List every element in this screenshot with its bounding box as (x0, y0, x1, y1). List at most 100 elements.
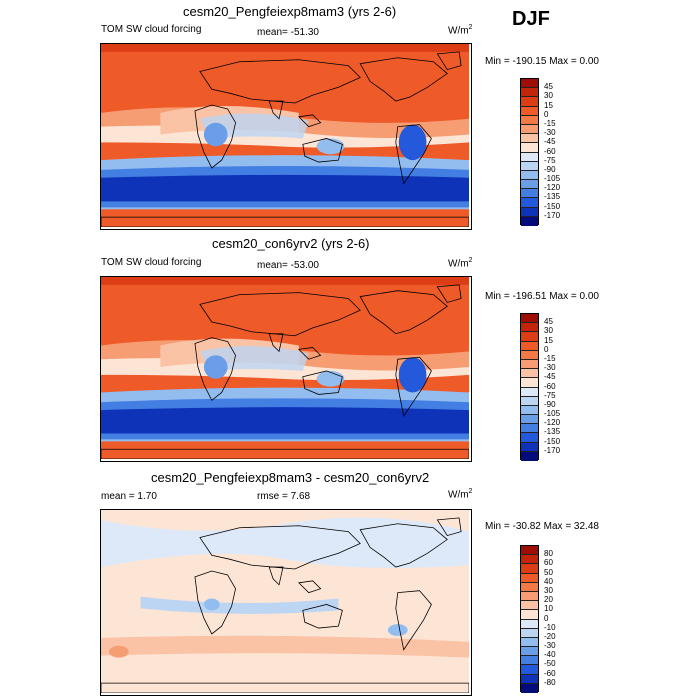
colorbar-tick-label: -60 (544, 381, 556, 391)
colorbar-swatch (521, 134, 538, 144)
colorbar-swatch (521, 582, 538, 592)
colorbar-swatch (521, 79, 538, 89)
colorbar-tick-label: 15 (544, 100, 553, 110)
colorbar-swatch (521, 683, 538, 693)
panel-1-title: cesm20_Pengfeiexp8mam3 (yrs 2-6) (183, 4, 397, 19)
colorbar-tick-label: -135 (544, 192, 561, 202)
colorbar-tick-label: -75 (544, 390, 556, 400)
colorbar-tick-label: -10 (544, 622, 556, 632)
colorbar-tick-label: 0 (544, 344, 549, 354)
colorbar-swatch (521, 555, 538, 565)
colorbar-tick-label: -135 (544, 427, 561, 437)
colorbar-tick-label: 20 (544, 595, 553, 605)
colorbar-tick-label: -105 (544, 409, 561, 419)
colorbar-swatch (521, 674, 538, 684)
colorbar-swatch (521, 405, 538, 416)
colorbar-swatch (521, 564, 538, 574)
colorbar-swatch (521, 451, 538, 461)
colorbar-swatch (521, 143, 538, 153)
colorbar-swatch (521, 387, 538, 397)
colorbar-swatch (521, 198, 538, 208)
colorbar-swatch (521, 369, 538, 379)
colorbar-tick-label: -75 (544, 155, 556, 165)
colorbar-tick-label: -60 (544, 668, 556, 678)
colorbar-tick-label: -170 (544, 445, 561, 455)
colorbar-swatch (521, 314, 538, 324)
colorbar-swatch (521, 97, 538, 107)
colorbar-swatch (521, 124, 538, 135)
colorbar-swatch (521, 637, 538, 648)
panel-2-colorbar (520, 313, 539, 461)
season-label: DJF (512, 8, 550, 30)
colorbar-tick-label: -30 (544, 363, 556, 373)
colorbar-swatch (521, 161, 538, 171)
colorbar-swatch (521, 207, 538, 217)
colorbar-tick-label: -20 (544, 631, 556, 641)
colorbar-tick-label: -150 (544, 201, 561, 211)
panel-3-map (100, 509, 472, 696)
colorbar-swatch (521, 359, 538, 370)
panel-2-title: cesm20_con6yrv2 (yrs 2-6) (212, 236, 370, 251)
panel-2-map (100, 276, 472, 462)
colorbar-swatch (521, 88, 538, 98)
panel-1-colorbar (520, 78, 539, 226)
colorbar-swatch (521, 350, 538, 360)
colorbar-swatch (521, 442, 538, 452)
colorbar-tick-label: -40 (544, 650, 556, 660)
colorbar-swatch (521, 216, 538, 226)
colorbar-tick-label: 40 (544, 576, 553, 586)
colorbar-swatch (521, 628, 538, 638)
colorbar-swatch (521, 189, 538, 199)
colorbar-tick-label: 10 (544, 604, 553, 614)
colorbar-tick-label: 0 (544, 613, 549, 623)
colorbar-tick-label: 30 (544, 326, 553, 336)
colorbar-swatch (521, 573, 538, 583)
panel-2-mean: mean= -53.00 (257, 260, 319, 271)
colorbar-swatch (521, 332, 538, 342)
colorbar-swatch (521, 619, 538, 629)
panel-1-mean: mean= -51.30 (257, 27, 319, 38)
colorbar-swatch (521, 378, 538, 388)
panel-3-colorbar (520, 545, 539, 693)
colorbar-swatch (521, 415, 538, 425)
colorbar-tick-label: 30 (544, 91, 553, 101)
colorbar-tick-label: -90 (544, 164, 556, 174)
colorbar-swatch (521, 106, 538, 116)
colorbar-tick-label: -150 (544, 436, 561, 446)
colorbar-tick-label: -15 (544, 353, 556, 363)
colorbar-tick-label: -30 (544, 641, 556, 651)
panel-3-rmse: rmse = 7.68 (257, 491, 311, 502)
colorbar-swatch (521, 656, 538, 666)
panel-2-units: W/m2 (448, 257, 473, 270)
panel-1-units: W/m2 (448, 24, 473, 37)
colorbar-swatch (521, 610, 538, 620)
panel-1-map (100, 43, 472, 230)
colorbar-swatch (521, 591, 538, 602)
colorbar-swatch (521, 180, 538, 190)
colorbar-tick-label: 0 (544, 109, 549, 119)
colorbar-swatch (521, 647, 538, 657)
colorbar-tick-label: 15 (544, 335, 553, 345)
colorbar-tick-label: -45 (544, 137, 556, 147)
colorbar-tick-label: 45 (544, 317, 553, 327)
panel-2-minmax: Min = -196.51 Max = 0.00 (485, 291, 599, 302)
colorbar-tick-label: -120 (544, 183, 561, 193)
colorbar-swatch (521, 115, 538, 125)
colorbar-tick-label: 50 (544, 567, 553, 577)
colorbar-tick-label: -105 (544, 174, 561, 184)
colorbar-swatch (521, 424, 538, 434)
colorbar-swatch (521, 323, 538, 333)
colorbar-swatch (521, 433, 538, 443)
colorbar-swatch (521, 665, 538, 675)
colorbar-swatch (521, 170, 538, 181)
colorbar-swatch (521, 601, 538, 611)
colorbar-tick-label: 45 (544, 82, 553, 92)
colorbar-tick-label: -80 (544, 677, 556, 687)
colorbar-tick-label: -90 (544, 399, 556, 409)
colorbar-swatch (521, 396, 538, 406)
colorbar-tick-label: -60 (544, 146, 556, 156)
colorbar-tick-label: -15 (544, 118, 556, 128)
colorbar-tick-label: 60 (544, 558, 553, 568)
panel-3-mean: mean = 1.70 (101, 491, 157, 502)
panel-3-title: cesm20_Pengfeiexp8mam3 - cesm20_con6yrv2 (151, 470, 430, 485)
